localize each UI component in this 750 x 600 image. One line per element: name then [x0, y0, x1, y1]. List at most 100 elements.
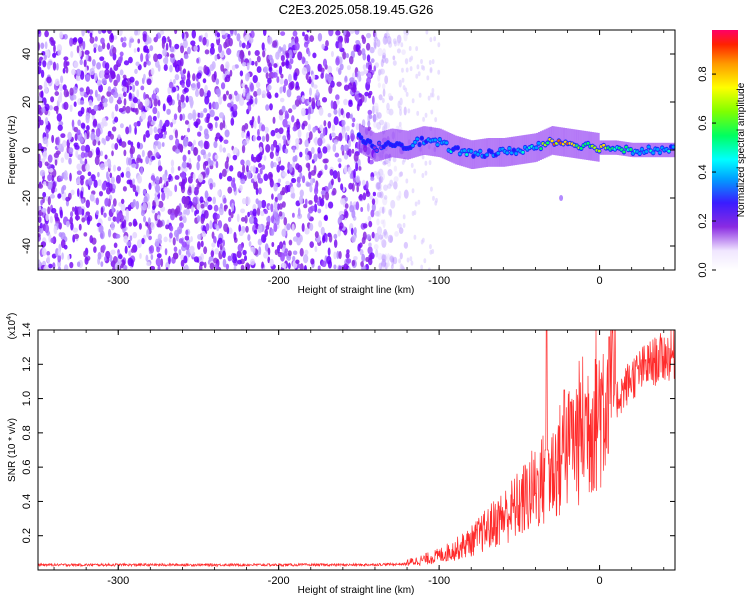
spectrogram-cell — [220, 64, 225, 72]
spectrogram-cell — [234, 90, 238, 96]
spectrogram-cell — [223, 139, 229, 145]
spectrogram-cell — [283, 217, 288, 226]
spectrogram-cell — [266, 91, 272, 99]
spectrogram-cell — [215, 224, 220, 232]
spectrogram-cell — [230, 211, 234, 219]
spectrogram-cell — [287, 126, 290, 135]
spectrogram-cell — [338, 265, 342, 270]
spectrogram-cell — [339, 222, 344, 230]
spectrogram-y-tick-label: -40 — [21, 238, 33, 254]
spectrogram-cell — [197, 66, 204, 71]
spectrogram-cell — [38, 183, 44, 189]
spectrogram-cell — [214, 101, 219, 110]
spectrogram-cell — [199, 112, 204, 118]
spectrogram-cell — [267, 247, 271, 256]
spectrogram-cell — [134, 30, 138, 36]
spectrogram-cell — [63, 170, 68, 180]
spectrogram-cell — [332, 100, 338, 111]
spectrogram-cell — [362, 231, 367, 241]
spectrogram-cell — [401, 67, 404, 73]
spectrogram-cell — [240, 159, 245, 166]
spectrogram-cell — [421, 172, 425, 178]
spectrogram-cell — [187, 141, 193, 147]
spectrogram-cell — [161, 142, 165, 148]
spectrogram-cell — [170, 159, 175, 167]
spectrogram-cell — [373, 102, 379, 111]
snr-panel: -300 -200 -100 0 0.20.40.60.81.01.21.4 Heig… — [6, 313, 676, 596]
spectrogram-cell — [177, 166, 181, 171]
spectrogram-cell — [147, 217, 151, 225]
spectrogram-cell — [389, 235, 393, 243]
spectrogram-cell — [343, 84, 350, 91]
spectrogram-cell — [301, 67, 308, 76]
spectrogram-cell — [405, 91, 409, 97]
spectrogram-cell — [313, 138, 317, 144]
spectrogram-cell — [381, 54, 386, 64]
spectrogram-cell — [241, 42, 246, 49]
spectrogram-cell — [221, 168, 227, 178]
spectrogram-cell — [39, 119, 44, 126]
spectrogram-cell — [54, 212, 59, 220]
spectrogram-cell — [414, 201, 418, 207]
spectrogram-cell — [377, 82, 381, 89]
spectrogram-cell — [289, 163, 293, 173]
spectrogram-track-halo — [470, 140, 473, 170]
spectrogram-cell — [165, 267, 169, 270]
spectrogram-cell — [241, 61, 247, 67]
spectrogram-cell — [206, 116, 210, 124]
spectrogram-track-halo — [408, 130, 411, 160]
spectrogram-cell — [287, 250, 292, 257]
spectrogram-cell — [231, 64, 236, 71]
spectrogram-cell — [317, 208, 322, 214]
spectrogram-cell — [81, 217, 86, 223]
spectrogram-cell — [226, 156, 230, 164]
spectrogram-cell — [131, 163, 137, 169]
spectrogram-cell — [388, 95, 394, 101]
spectrogram-cell — [97, 45, 103, 52]
spectrogram-track-halo — [449, 133, 452, 162]
spectrogram-cell — [204, 95, 210, 105]
spectrogram-cell — [194, 210, 197, 217]
spectrogram-cell — [310, 177, 314, 186]
spectrogram-cell — [217, 43, 223, 53]
spectrogram-cell — [392, 156, 397, 163]
spectrogram-cell — [53, 30, 56, 34]
spectrogram-cell — [100, 69, 105, 79]
spectrogram-cell — [119, 55, 123, 62]
spectrogram-track-peak — [478, 149, 482, 153]
spectrogram-cell — [155, 184, 161, 193]
spectrogram-cell — [214, 154, 219, 160]
spectrogram-cell — [394, 231, 399, 237]
spectrogram-cell — [150, 253, 154, 260]
spectrogram-cell — [309, 241, 314, 248]
spectrogram-cell — [221, 30, 226, 36]
spectrogram-cell — [225, 61, 230, 70]
spectrogram-cell — [353, 152, 359, 162]
spectrogram-cell — [333, 251, 337, 260]
spectrogram-cell — [297, 207, 301, 217]
spectrogram-cell — [94, 89, 98, 98]
spectrogram-cell — [196, 182, 200, 190]
spectrogram-cell — [207, 152, 211, 158]
spectrogram-cell — [182, 154, 187, 162]
spectrogram-cell — [260, 210, 265, 217]
spectrogram-cell — [372, 113, 377, 123]
spectrogram-track-halo — [457, 136, 460, 165]
spectrogram-cell — [227, 255, 232, 262]
spectrogram-cell — [181, 31, 185, 40]
spectrogram-cell — [107, 228, 112, 238]
spectrogram-cell — [427, 95, 431, 101]
spectrogram-cell — [185, 78, 191, 88]
spectrogram-cell — [111, 150, 114, 157]
spectrogram-cell — [413, 168, 417, 174]
spectrogram-cell — [101, 30, 107, 34]
spectrogram-cell — [148, 227, 152, 233]
spectrogram-cell — [398, 227, 404, 234]
spectrogram-cell — [202, 78, 207, 84]
spectrogram-cell — [216, 213, 220, 220]
spectrogram-cell — [85, 199, 90, 209]
spectrogram-cell — [77, 154, 81, 160]
spectrogram-cell — [214, 136, 218, 142]
spectrogram-cell — [333, 116, 339, 126]
spectrogram-cell — [272, 161, 277, 168]
